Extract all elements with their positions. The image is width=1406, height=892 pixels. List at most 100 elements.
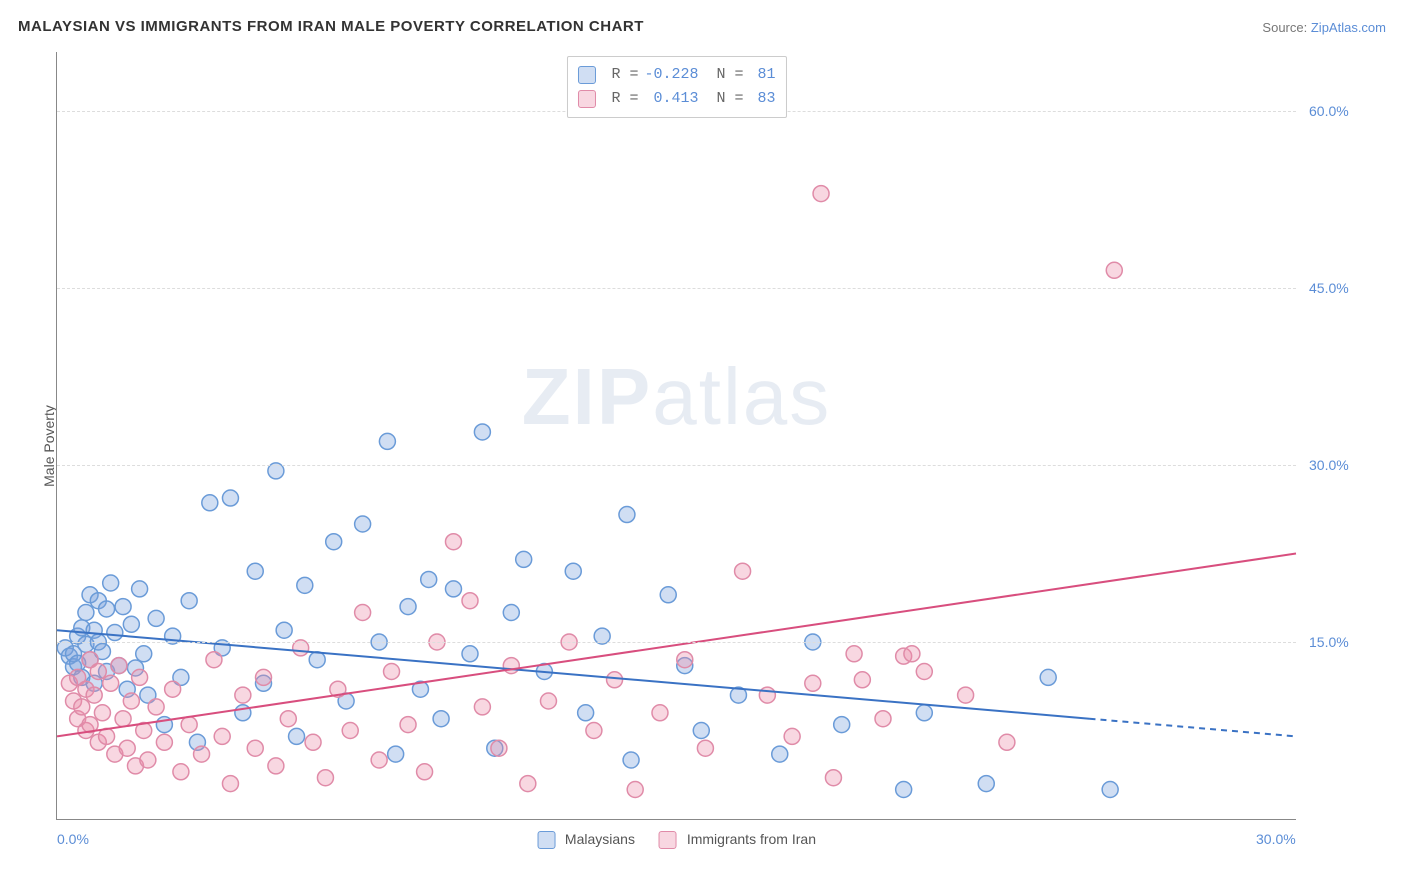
data-point (103, 675, 119, 691)
data-point (652, 705, 668, 721)
data-point (103, 575, 119, 591)
data-point (578, 705, 594, 721)
legend-label-2: Immigrants from Iran (687, 831, 816, 847)
legend-item-1: Malaysians (537, 831, 635, 849)
source-link[interactable]: ZipAtlas.com (1311, 20, 1386, 35)
data-point (342, 723, 358, 739)
data-point (173, 764, 189, 780)
n-label: N = (717, 63, 744, 87)
data-point (289, 728, 305, 744)
gridline (57, 288, 1296, 289)
source-label: Source: (1262, 20, 1307, 35)
data-point (247, 563, 263, 579)
data-point (400, 599, 416, 615)
data-point (123, 693, 139, 709)
data-point (309, 652, 325, 668)
data-point (846, 646, 862, 662)
data-point (222, 776, 238, 792)
data-point (165, 681, 181, 697)
data-point (784, 728, 800, 744)
data-point (86, 687, 102, 703)
gridline (57, 642, 1296, 643)
data-point (326, 534, 342, 550)
plot-area: ZIPatlas R = -0.228 N = 81 R = 0.413 N =… (56, 52, 1296, 820)
data-point (503, 658, 519, 674)
y-axis-label: Male Poverty (41, 405, 57, 487)
data-point (1102, 782, 1118, 798)
data-point (115, 599, 131, 615)
data-point (958, 687, 974, 703)
n-value-1: 81 (748, 63, 776, 87)
data-point (379, 433, 395, 449)
data-point (297, 577, 313, 593)
data-point (896, 782, 912, 798)
data-point (136, 646, 152, 662)
data-point (148, 610, 164, 626)
data-point (206, 652, 222, 668)
data-point (94, 705, 110, 721)
data-point (90, 664, 106, 680)
data-point (132, 581, 148, 597)
gridline (57, 465, 1296, 466)
trend-line-extrapolated (1090, 719, 1297, 737)
legend-row-series-2: R = 0.413 N = 83 (577, 87, 775, 111)
data-point (462, 646, 478, 662)
data-point (735, 563, 751, 579)
y-tick-label: 30.0% (1309, 457, 1349, 473)
data-point (107, 625, 123, 641)
data-point (123, 616, 139, 632)
data-point (119, 740, 135, 756)
data-point (445, 534, 461, 550)
x-tick-label: 30.0% (1256, 831, 1296, 847)
data-point (904, 646, 920, 662)
legend-bottom: Malaysians Immigrants from Iran (537, 831, 816, 849)
data-point (834, 717, 850, 733)
data-point (194, 746, 210, 762)
data-point (355, 516, 371, 532)
data-point (276, 622, 292, 638)
legend-swatch-pink (577, 90, 595, 108)
legend-swatch-blue (537, 831, 555, 849)
data-point (181, 593, 197, 609)
data-point (111, 658, 127, 674)
r-label: R = (611, 87, 638, 111)
data-point (697, 740, 713, 756)
legend-label-1: Malaysians (565, 831, 635, 847)
data-point (317, 770, 333, 786)
data-point (813, 186, 829, 202)
data-point (132, 669, 148, 685)
data-point (772, 746, 788, 762)
data-point (384, 664, 400, 680)
data-point (825, 770, 841, 786)
data-point (503, 605, 519, 621)
data-point (491, 740, 507, 756)
data-point (999, 734, 1015, 750)
data-point (540, 693, 556, 709)
data-point (520, 776, 536, 792)
data-point (607, 672, 623, 688)
data-point (115, 711, 131, 727)
data-point (74, 699, 90, 715)
legend-swatch-pink (659, 831, 677, 849)
data-point (268, 758, 284, 774)
data-point (78, 605, 94, 621)
data-point (462, 593, 478, 609)
data-point (474, 424, 490, 440)
data-point (433, 711, 449, 727)
data-point (693, 723, 709, 739)
data-point (565, 563, 581, 579)
data-point (677, 652, 693, 668)
data-point (140, 752, 156, 768)
data-point (99, 601, 115, 617)
data-point (978, 776, 994, 792)
data-point (875, 711, 891, 727)
data-point (355, 605, 371, 621)
source-attribution: Source: ZipAtlas.com (1262, 20, 1386, 35)
data-point (619, 507, 635, 523)
data-point (421, 571, 437, 587)
data-point (623, 752, 639, 768)
data-point (280, 711, 296, 727)
data-point (1106, 262, 1122, 278)
data-point (214, 728, 230, 744)
data-point (247, 740, 263, 756)
